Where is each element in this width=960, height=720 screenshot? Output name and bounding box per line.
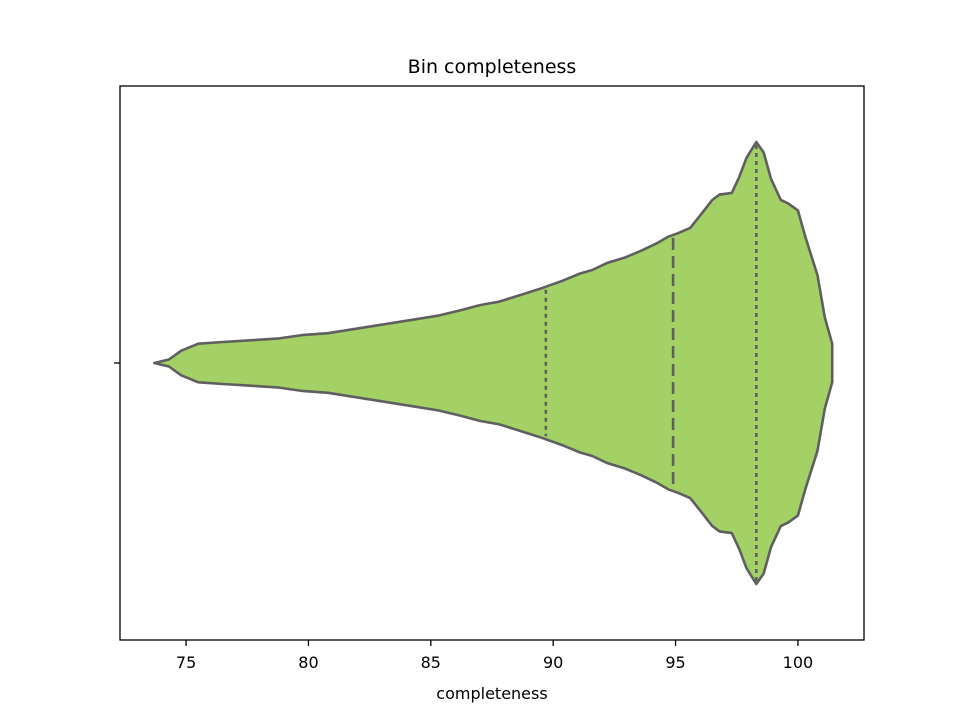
violin-body	[153, 140, 834, 586]
x-tick-label: 75	[176, 653, 196, 672]
chart-title: Bin completeness	[408, 56, 577, 78]
x-axis-label: completeness	[436, 684, 547, 703]
x-tick-label: 100	[783, 653, 814, 672]
x-tick-label: 85	[421, 653, 441, 672]
x-axis: 75 80 85 90 95 100	[176, 640, 813, 672]
x-tick-label: 80	[298, 653, 318, 672]
plot-area	[153, 140, 834, 586]
x-tick-label: 90	[543, 653, 563, 672]
x-tick-label: 95	[665, 653, 685, 672]
